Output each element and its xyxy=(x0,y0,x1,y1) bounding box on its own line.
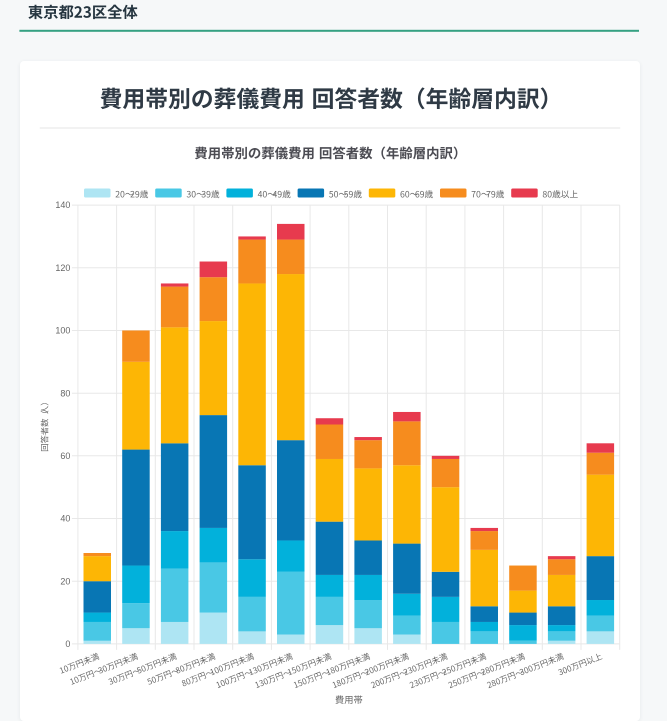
svg-text:120: 120 xyxy=(55,263,70,273)
svg-text:60: 60 xyxy=(60,451,70,461)
svg-text:20: 20 xyxy=(60,576,70,586)
svg-text:140: 140 xyxy=(55,200,70,210)
svg-text:0: 0 xyxy=(65,639,70,649)
svg-text:100: 100 xyxy=(55,326,70,336)
svg-text:40: 40 xyxy=(60,514,70,524)
svg-text:80: 80 xyxy=(60,388,70,398)
